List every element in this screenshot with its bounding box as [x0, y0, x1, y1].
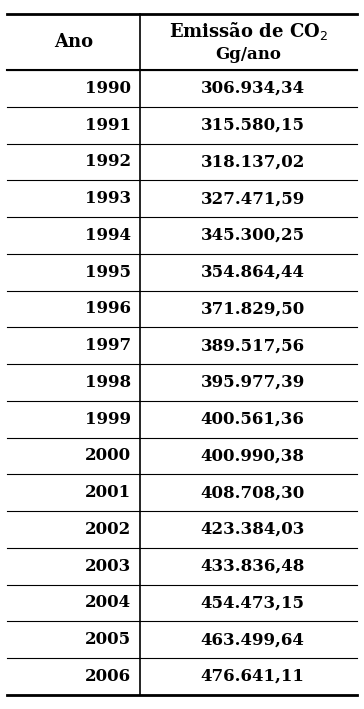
Text: Gg/ano: Gg/ano	[215, 46, 281, 63]
Text: 1996: 1996	[85, 301, 131, 318]
Text: 1991: 1991	[85, 116, 131, 133]
Text: 1995: 1995	[85, 264, 131, 281]
Text: 2000: 2000	[85, 447, 131, 464]
Text: 345.300,25: 345.300,25	[201, 227, 305, 244]
Text: 2002: 2002	[85, 521, 131, 538]
Text: Emissão de CO$_2$: Emissão de CO$_2$	[169, 20, 328, 42]
Text: 476.641,11: 476.641,11	[201, 668, 305, 685]
Text: 1990: 1990	[85, 80, 131, 97]
Text: 2003: 2003	[85, 558, 131, 575]
Text: 395.977,39: 395.977,39	[201, 374, 305, 391]
Text: 371.829,50: 371.829,50	[201, 301, 305, 318]
Text: 1998: 1998	[85, 374, 131, 391]
Text: 327.471,59: 327.471,59	[201, 190, 305, 207]
Text: 1994: 1994	[85, 227, 131, 244]
Text: Ano: Ano	[54, 33, 93, 51]
Text: 354.864,44: 354.864,44	[201, 264, 305, 281]
Text: 1999: 1999	[85, 411, 131, 428]
Text: 1997: 1997	[85, 337, 131, 354]
Text: 463.499,64: 463.499,64	[201, 631, 305, 648]
Text: 400.561,36: 400.561,36	[201, 411, 305, 428]
Text: 306.934,34: 306.934,34	[201, 80, 305, 97]
Text: 408.708,30: 408.708,30	[201, 484, 305, 501]
Text: 318.137,02: 318.137,02	[201, 153, 305, 170]
Text: 1993: 1993	[85, 190, 131, 207]
Text: 433.836,48: 433.836,48	[201, 558, 305, 575]
Text: 400.990,38: 400.990,38	[201, 447, 305, 464]
Text: 389.517,56: 389.517,56	[201, 337, 305, 354]
Text: 454.473,15: 454.473,15	[201, 594, 305, 611]
Text: 423.384,03: 423.384,03	[201, 521, 305, 538]
Text: 2001: 2001	[85, 484, 131, 501]
Text: 2005: 2005	[85, 631, 131, 648]
Text: 1992: 1992	[85, 153, 131, 170]
Text: 2006: 2006	[85, 668, 131, 685]
Text: 315.580,15: 315.580,15	[201, 116, 305, 133]
Text: 2004: 2004	[85, 594, 131, 611]
